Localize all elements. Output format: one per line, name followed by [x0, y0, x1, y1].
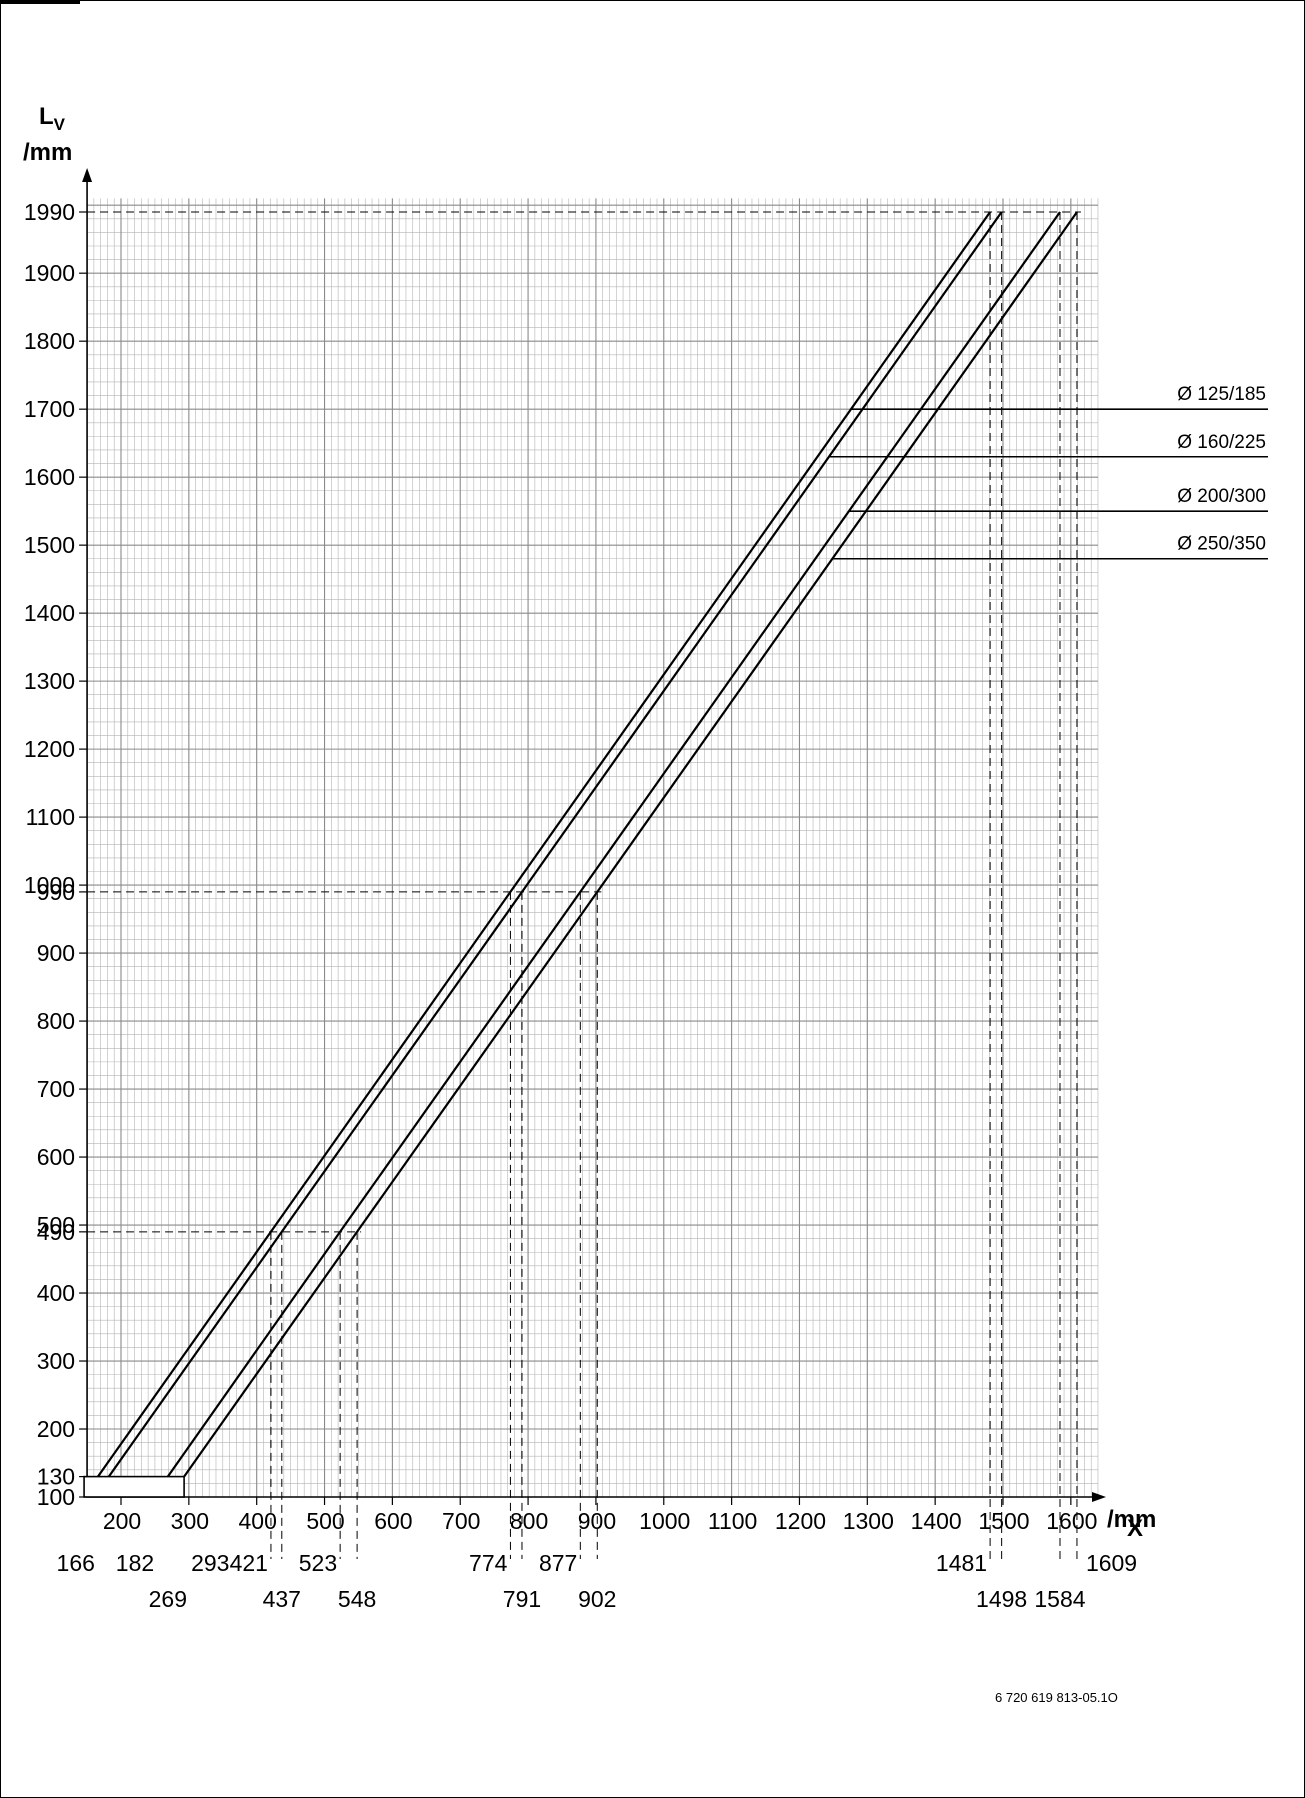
reference-value-label: 1481 — [936, 1550, 987, 1576]
y-tick-label: 990 — [37, 879, 75, 905]
axes — [79, 168, 1106, 1505]
y-tick-label: 800 — [37, 1008, 75, 1034]
reference-value-label: 1609 — [1086, 1550, 1137, 1576]
x-tick-label: 1500 — [978, 1508, 1029, 1534]
x-tick-label: 1200 — [775, 1508, 826, 1534]
y-tick-label: 600 — [37, 1144, 75, 1170]
series-line — [97, 211, 991, 1478]
y-axis-title-unit: /mm — [23, 139, 72, 166]
y-tick-label: 400 — [37, 1280, 75, 1306]
x-tick-label: 200 — [103, 1508, 141, 1534]
reference-value-label: 421 — [230, 1550, 268, 1576]
y-axis-arrow — [82, 168, 93, 182]
y-tick-label: 700 — [37, 1076, 75, 1102]
corner-tab — [0, 0, 80, 4]
series-line — [183, 211, 1078, 1478]
x-tick-label: 400 — [239, 1508, 277, 1534]
reference-value-label: 269 — [149, 1586, 187, 1612]
grid-major — [87, 198, 1098, 1498]
doc-code: 6 720 619 813-05.1O — [995, 1690, 1118, 1705]
y-tick-label: 1700 — [24, 396, 75, 422]
reference-value-label: 902 — [578, 1586, 616, 1612]
y-tick-label: 1900 — [24, 260, 75, 286]
y-tick-label: 1600 — [24, 464, 75, 490]
y-tick-label: 1000 — [24, 872, 75, 898]
legend-label: Ø 200/300 — [1177, 486, 1266, 507]
y-tick-label: 100 — [37, 1484, 75, 1510]
x-tick-label: 1300 — [843, 1508, 894, 1534]
x-tick-label: 900 — [578, 1508, 616, 1534]
x-tick-label: 300 — [171, 1508, 209, 1534]
grid-minor — [86, 198, 1099, 1497]
legend-label: Ø 160/225 — [1177, 432, 1266, 453]
reference-value-label: 877 — [539, 1550, 577, 1576]
x-axis-title-unit: /mm — [1107, 1506, 1156, 1533]
y-tick-label: 1400 — [24, 600, 75, 626]
y-axis-title-sub: V — [54, 115, 66, 134]
y-axis-title-main: L — [39, 103, 54, 130]
base-box — [83, 1475, 185, 1498]
y-tick-label: 1500 — [24, 532, 75, 558]
x-tick-label: 600 — [374, 1508, 412, 1534]
reference-value-label: 1584 — [1034, 1586, 1085, 1612]
reference-value-label: 523 — [299, 1550, 337, 1576]
reference-value-label: 774 — [469, 1550, 508, 1576]
reference-lines — [87, 211, 1081, 1559]
x-tick-label: 500 — [306, 1508, 344, 1534]
legend: Ø 125/185 Ø 160/225 Ø 200/300 Ø 250/350 — [828, 384, 1268, 560]
y-tick-label: 300 — [37, 1348, 75, 1374]
x-tick-label: 1100 — [708, 1508, 757, 1534]
reference-value-label: 791 — [503, 1586, 541, 1612]
x-tick-label: 800 — [510, 1508, 548, 1534]
y-axis-title: LV — [39, 103, 66, 134]
y-tick-label: 1300 — [24, 668, 75, 694]
series-line — [166, 211, 1061, 1478]
y-tick-label: 200 — [37, 1416, 75, 1442]
reference-value-label: 293 — [191, 1550, 229, 1576]
y-tick-label: 1990 — [24, 199, 75, 225]
x-tick-label: 1400 — [911, 1508, 962, 1534]
x-tick-label: 1000 — [639, 1508, 690, 1534]
x-tick-label: 700 — [442, 1508, 480, 1534]
legend-label: Ø 125/185 — [1177, 384, 1266, 405]
y-tick-label: 1100 — [26, 804, 75, 830]
reference-value-label: 1498 — [976, 1586, 1027, 1612]
y-tick-label: 130 — [37, 1464, 75, 1490]
reference-value-label: 437 — [263, 1586, 301, 1612]
series-line — [107, 211, 1003, 1478]
y-tick-label: 500 — [37, 1212, 75, 1238]
y-tick-label: 490 — [37, 1219, 75, 1245]
x-axis-title: X — [1127, 1515, 1143, 1542]
x-tick-label: 1600 — [1046, 1508, 1097, 1534]
y-tick-label: 1800 — [24, 328, 75, 354]
y-tick-label: 900 — [37, 940, 75, 966]
tick-labels: 1001302003004004905006007008009009901000… — [24, 199, 1137, 1612]
reference-value-label: 182 — [116, 1550, 154, 1576]
legend-label: Ø 250/350 — [1177, 534, 1266, 555]
reference-value-label: 548 — [338, 1586, 376, 1612]
y-tick-label: 1200 — [24, 736, 75, 762]
series-lines — [97, 211, 1078, 1478]
reference-value-label: 166 — [57, 1550, 95, 1576]
x-axis-arrow — [1092, 1492, 1106, 1502]
